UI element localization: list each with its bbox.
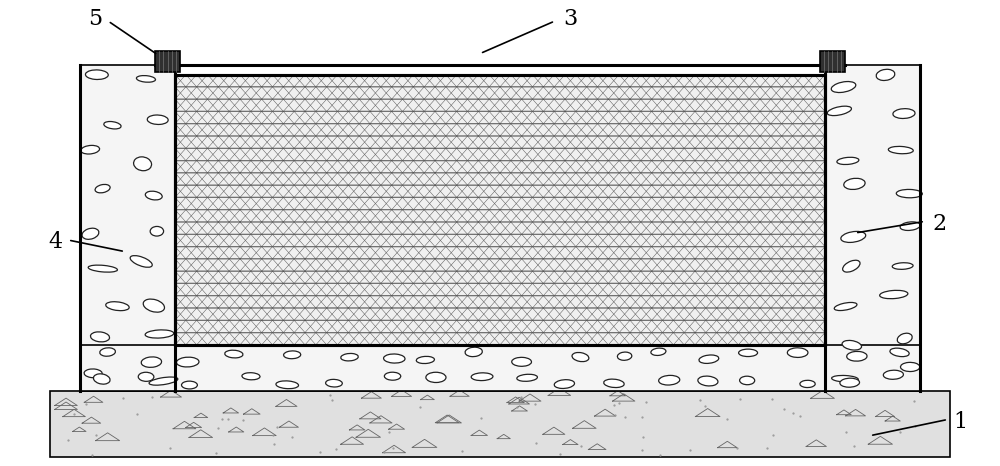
Ellipse shape	[651, 348, 666, 356]
Ellipse shape	[93, 374, 110, 384]
Ellipse shape	[572, 352, 589, 362]
Ellipse shape	[834, 302, 857, 310]
Bar	[155, 51, 180, 72]
Ellipse shape	[384, 372, 401, 380]
Ellipse shape	[890, 348, 909, 356]
Text: 2: 2	[933, 212, 947, 235]
Ellipse shape	[698, 376, 718, 386]
Ellipse shape	[740, 376, 755, 385]
Ellipse shape	[177, 357, 199, 367]
Ellipse shape	[876, 69, 895, 81]
Ellipse shape	[900, 222, 920, 231]
Ellipse shape	[844, 178, 865, 190]
Ellipse shape	[739, 349, 758, 356]
Text: 4: 4	[48, 231, 62, 254]
Ellipse shape	[471, 373, 493, 381]
Ellipse shape	[145, 191, 162, 200]
Ellipse shape	[787, 348, 808, 357]
Ellipse shape	[554, 380, 575, 389]
Bar	[825, 65, 920, 391]
Ellipse shape	[517, 374, 537, 381]
Ellipse shape	[100, 348, 115, 356]
Ellipse shape	[145, 330, 174, 338]
Ellipse shape	[150, 226, 164, 236]
Ellipse shape	[888, 146, 913, 154]
Ellipse shape	[827, 106, 851, 116]
Ellipse shape	[416, 356, 434, 363]
Ellipse shape	[106, 302, 129, 311]
Text: 1: 1	[953, 411, 967, 433]
Ellipse shape	[897, 333, 912, 344]
Ellipse shape	[880, 290, 908, 299]
Bar	[50, 391, 950, 457]
Ellipse shape	[84, 369, 102, 378]
Bar	[820, 51, 845, 72]
Ellipse shape	[138, 372, 154, 381]
Ellipse shape	[617, 352, 632, 360]
Bar	[175, 75, 825, 345]
Ellipse shape	[896, 189, 922, 198]
Ellipse shape	[81, 145, 100, 154]
Ellipse shape	[225, 350, 243, 358]
Ellipse shape	[82, 228, 99, 240]
Ellipse shape	[800, 380, 815, 388]
Ellipse shape	[284, 351, 301, 359]
Ellipse shape	[699, 355, 719, 363]
Ellipse shape	[465, 347, 482, 356]
Text: 3: 3	[563, 7, 577, 30]
Ellipse shape	[426, 372, 446, 383]
Ellipse shape	[141, 357, 162, 367]
Ellipse shape	[604, 379, 624, 388]
Ellipse shape	[840, 378, 860, 387]
Bar	[80, 65, 175, 391]
Ellipse shape	[512, 357, 531, 366]
Ellipse shape	[147, 115, 168, 124]
Ellipse shape	[893, 109, 915, 118]
Ellipse shape	[326, 379, 342, 387]
Text: 5: 5	[88, 7, 102, 30]
Ellipse shape	[841, 232, 866, 242]
Ellipse shape	[149, 377, 178, 385]
Ellipse shape	[90, 332, 110, 342]
Ellipse shape	[276, 381, 299, 389]
Ellipse shape	[130, 256, 152, 267]
Ellipse shape	[900, 363, 920, 371]
Ellipse shape	[831, 82, 856, 93]
Ellipse shape	[341, 353, 358, 361]
Ellipse shape	[134, 157, 152, 171]
Ellipse shape	[384, 354, 405, 363]
Ellipse shape	[104, 122, 121, 129]
Ellipse shape	[182, 381, 197, 389]
Ellipse shape	[95, 185, 110, 193]
Ellipse shape	[843, 260, 860, 272]
Ellipse shape	[837, 158, 859, 164]
Ellipse shape	[883, 370, 903, 379]
Ellipse shape	[88, 265, 117, 272]
Ellipse shape	[85, 70, 108, 80]
Ellipse shape	[659, 376, 680, 385]
Ellipse shape	[892, 263, 913, 269]
Ellipse shape	[242, 373, 260, 380]
Ellipse shape	[143, 299, 164, 312]
Ellipse shape	[847, 351, 867, 361]
Ellipse shape	[842, 340, 862, 350]
Bar	[175, 75, 825, 345]
Ellipse shape	[832, 376, 858, 382]
Bar	[80, 345, 920, 391]
Ellipse shape	[136, 75, 155, 82]
